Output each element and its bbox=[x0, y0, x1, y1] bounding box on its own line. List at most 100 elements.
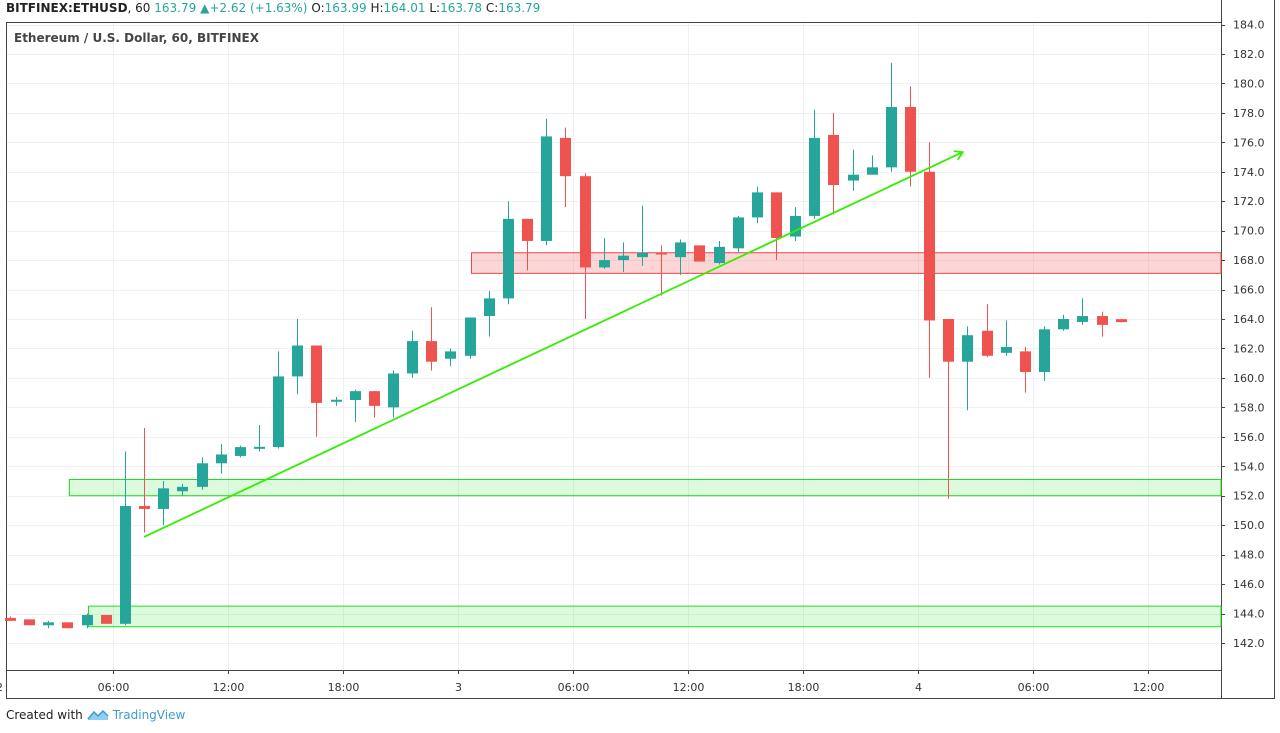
y-tick-label: 142.0 bbox=[1233, 637, 1265, 650]
candle bbox=[522, 218, 533, 271]
candle-body bbox=[5, 617, 16, 621]
candle bbox=[445, 348, 456, 367]
candle-body bbox=[541, 136, 552, 241]
y-tick-label: 170.0 bbox=[1233, 225, 1265, 238]
candle bbox=[905, 86, 916, 187]
candle bbox=[158, 480, 169, 526]
resistance-zone bbox=[471, 252, 1222, 274]
candle-body bbox=[1077, 316, 1088, 322]
candle bbox=[771, 192, 782, 261]
x-tick-label: 4 bbox=[915, 681, 922, 694]
candle-body bbox=[82, 614, 93, 626]
candle-body bbox=[24, 619, 35, 626]
y-tick-label: 176.0 bbox=[1233, 136, 1265, 149]
x-tick-label: 06:00 bbox=[558, 681, 590, 694]
candle bbox=[675, 239, 686, 275]
close-label: C: bbox=[486, 1, 498, 15]
candle-body bbox=[599, 260, 610, 268]
candle-body bbox=[254, 446, 265, 449]
candle-body bbox=[886, 106, 897, 168]
support-zone bbox=[68, 479, 1222, 497]
y-tick-label: 162.0 bbox=[1233, 342, 1265, 355]
change: +2.62 bbox=[209, 1, 246, 15]
candle bbox=[369, 391, 380, 418]
candle-body bbox=[350, 391, 361, 400]
candle bbox=[101, 614, 112, 624]
candle bbox=[541, 118, 552, 246]
candle-body bbox=[1020, 351, 1031, 373]
tradingview-logo-icon bbox=[87, 709, 109, 720]
candle bbox=[1097, 311, 1108, 337]
candle bbox=[197, 457, 208, 490]
candle-body bbox=[771, 192, 782, 239]
candle bbox=[331, 397, 342, 406]
candle-body bbox=[943, 319, 954, 362]
candle bbox=[886, 62, 897, 172]
up-triangle-icon: ▲ bbox=[200, 1, 210, 15]
candle bbox=[1058, 314, 1069, 331]
candle-body bbox=[101, 614, 112, 624]
candle-body bbox=[292, 345, 303, 377]
chart-title: Ethereum / U.S. Dollar, 60, BITFINEX bbox=[14, 31, 260, 45]
candle bbox=[292, 319, 303, 395]
last-price: 163.79 bbox=[154, 1, 196, 15]
y-tick-label: 178.0 bbox=[1233, 107, 1265, 120]
trend bbox=[143, 153, 962, 538]
candle bbox=[962, 326, 973, 411]
candle bbox=[637, 205, 648, 266]
candle bbox=[656, 245, 667, 296]
candle bbox=[350, 389, 361, 423]
candle-body bbox=[733, 217, 744, 249]
low-label: L: bbox=[429, 1, 440, 15]
candles bbox=[5, 62, 1127, 629]
candle bbox=[407, 330, 418, 378]
candle-body bbox=[62, 622, 73, 629]
open-value: 163.99 bbox=[325, 1, 367, 15]
candle bbox=[560, 127, 571, 208]
candle-body bbox=[694, 245, 705, 262]
candle-body bbox=[426, 341, 437, 362]
candle-body bbox=[656, 252, 667, 255]
candle bbox=[867, 155, 878, 175]
y-tick-label: 164.0 bbox=[1233, 313, 1265, 326]
candle-body bbox=[752, 192, 763, 218]
price-axis[interactable]: 142.0 144.0 146.0 148.0 150.0 152.0 154.0 156.0… bbox=[1221, 19, 1265, 650]
candle-body bbox=[197, 463, 208, 487]
interval: 60 bbox=[135, 1, 150, 15]
y-tick-label: 156.0 bbox=[1233, 431, 1265, 444]
y-tick-label: 182.0 bbox=[1233, 48, 1265, 61]
created-with-label: Created with bbox=[6, 708, 83, 722]
y-tick-label: 160.0 bbox=[1233, 372, 1265, 385]
x-tick-label: 18:00 bbox=[328, 681, 360, 694]
low-value: 163.78 bbox=[440, 1, 482, 15]
candle-body bbox=[407, 341, 418, 374]
x-tick-label: 06:00 bbox=[98, 681, 130, 694]
header-legend: BITFINEX:ETHUSD, 60 163.79 ▲+2.62 (+1.63… bbox=[6, 1, 540, 15]
candle bbox=[1020, 346, 1031, 393]
candle bbox=[5, 616, 16, 621]
candle bbox=[1039, 326, 1050, 381]
candle bbox=[43, 620, 54, 629]
grid bbox=[7, 23, 1221, 670]
candle-body bbox=[216, 454, 227, 464]
x-tick-label: 12:00 bbox=[673, 681, 705, 694]
candle bbox=[790, 207, 801, 241]
candle-body bbox=[1001, 346, 1012, 353]
candle bbox=[714, 240, 725, 265]
candle bbox=[235, 445, 246, 458]
y-tick-label: 158.0 bbox=[1233, 401, 1265, 414]
high-label: H: bbox=[370, 1, 383, 15]
candle-body bbox=[714, 246, 725, 264]
candle-body bbox=[1039, 329, 1050, 373]
candle bbox=[982, 304, 993, 358]
candle bbox=[943, 319, 954, 499]
candle-body bbox=[331, 399, 342, 402]
candle-body bbox=[560, 137, 571, 177]
candle-body bbox=[618, 255, 629, 261]
candle-body bbox=[809, 137, 820, 216]
tradingview-brand[interactable]: TradingView bbox=[112, 708, 186, 722]
time-axis[interactable]: 2 06:00 12:00 18:00 3 06:00 12:00 18:00 4 06:00 12… bbox=[0, 670, 1164, 694]
candle-body bbox=[905, 106, 916, 172]
zones bbox=[68, 252, 1222, 628]
